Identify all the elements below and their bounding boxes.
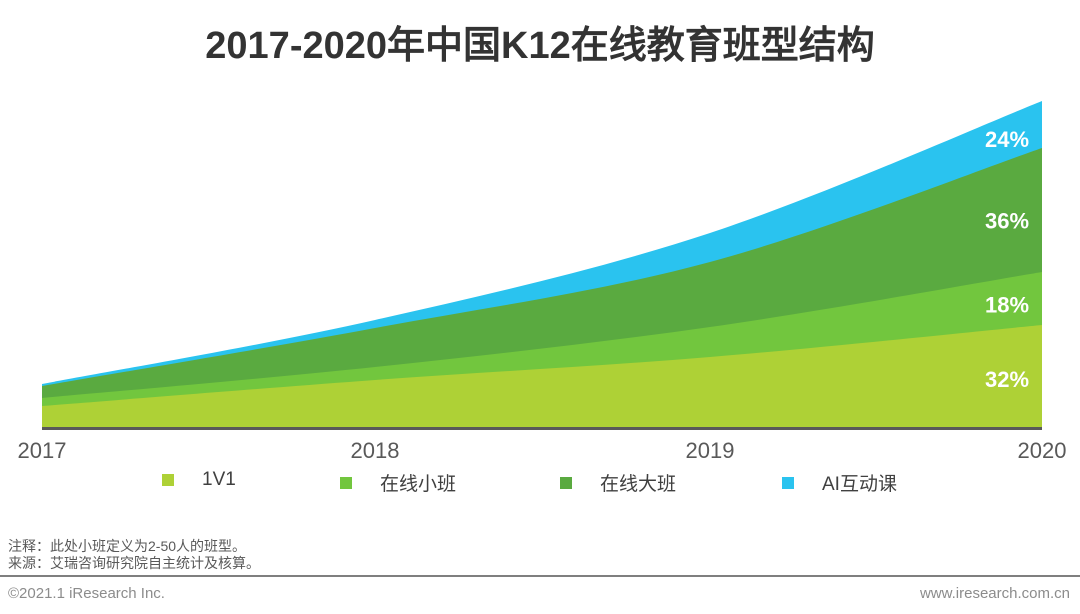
- x-axis-label-2020: 2020: [1017, 438, 1067, 463]
- x-axis-label-2018: 2018: [350, 438, 400, 463]
- legend-label-1v1: 1V1: [202, 469, 236, 490]
- footer-divider: [0, 575, 1080, 577]
- note-source: 来源：艾瑞咨询研究院自主统计及核算。: [8, 555, 260, 571]
- chart-legend: 1V1 在线小班 在线大班 AI互动课: [0, 469, 1080, 495]
- x-axis-label-2017: 2017: [17, 438, 67, 463]
- legend-label-large-class: 在线大班: [600, 474, 677, 495]
- legend-label-small-class: 在线小班: [380, 474, 457, 495]
- legend-label-ai-course: AI互动课: [822, 474, 897, 495]
- value-label-1V1: 32%: [985, 367, 1029, 392]
- chart-title: 2017-2020年中国K12在线教育班型结构: [205, 25, 875, 67]
- area-1V1: [42, 325, 1042, 427]
- note-definition: 注释：此处小班定义为2-50人的班型。: [8, 538, 247, 554]
- legend-item-ai-course: AI互动课: [782, 469, 897, 496]
- legend-swatch-ai-course-icon: [782, 476, 794, 489]
- legend-item-1v1: 1V1: [162, 469, 236, 491]
- value-label-在线大班: 36%: [985, 208, 1029, 233]
- x-axis-label-2019: 2019: [685, 438, 735, 463]
- legend-item-large-class: 在线大班: [560, 469, 676, 496]
- value-label-在线小班: 18%: [985, 293, 1029, 318]
- copyright-text: ©2021.1 iResearch Inc.: [8, 585, 165, 602]
- legend-item-small-class: 在线小班: [340, 469, 456, 496]
- legend-swatch-1v1-icon: [162, 474, 174, 486]
- value-label-AI互动课: 24%: [985, 127, 1029, 152]
- website-text: www.iresearch.com.cn: [919, 585, 1070, 602]
- legend-swatch-small-class-icon: [340, 476, 352, 489]
- legend-swatch-large-class-icon: [560, 476, 572, 489]
